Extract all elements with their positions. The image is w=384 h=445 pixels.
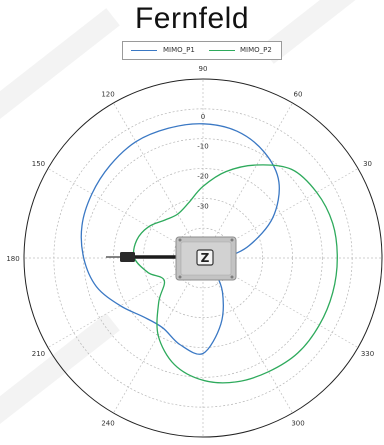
polar-grid-ring (83, 138, 323, 378)
device-screw (230, 275, 234, 279)
angle-tick-label: 120 (101, 90, 114, 98)
device-logo-icon: Z (201, 251, 210, 265)
angle-tick-label: 60 (294, 90, 303, 98)
radial-tick-label: 0 (201, 113, 205, 121)
legend-line-mimo-p2 (209, 50, 235, 51)
angle-tick-label: 90 (199, 65, 208, 73)
legend: MIMO_P1 MIMO_P2 (122, 41, 282, 60)
polar-grid-spoke (113, 102, 204, 259)
angle-tick-label: 30 (363, 160, 372, 168)
angle-tick-label: 240 (101, 420, 114, 428)
radial-tick-label: -20 (197, 173, 208, 181)
polar-outer-ring (23, 78, 383, 438)
radial-tick-label: -30 (197, 202, 208, 210)
legend-line-mimo-p1 (131, 50, 157, 51)
cable-connector (120, 252, 135, 262)
angle-tick-label: 210 (32, 350, 45, 358)
angle-tick-label: 300 (291, 420, 304, 428)
series-line-mimo-p1 (80, 123, 280, 355)
device-screw (178, 275, 182, 279)
page-title: Fernfeld (134, 2, 250, 35)
legend-label-mimo-p1: MIMO_P1 (163, 46, 195, 54)
legend-label-mimo-p2: MIMO_P2 (240, 46, 272, 54)
polar-grid-spoke (202, 257, 293, 414)
device-screw (230, 238, 234, 242)
angle-tick-label: 150 (32, 160, 45, 168)
radial-tick-label: -10 (197, 143, 208, 151)
device-logo-plate (196, 249, 214, 266)
angle-tick-label: 330 (361, 350, 374, 358)
angle-tick-label: 180 (6, 255, 19, 263)
polar-grid-ring (142, 197, 264, 319)
device-screw (178, 238, 182, 242)
polar-grid-spoke (202, 102, 293, 259)
